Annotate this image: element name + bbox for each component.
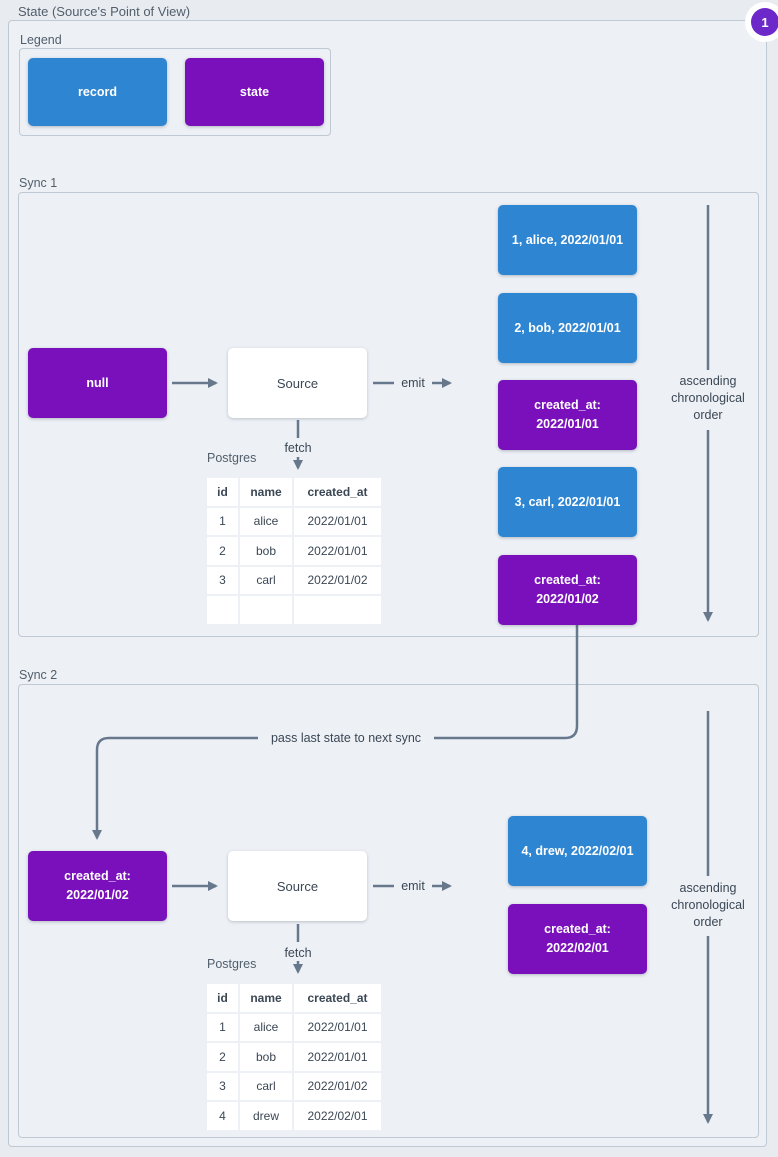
table-cell: 2022/01/01 (294, 1043, 381, 1071)
emitted-record-box: 3, carl, 2022/01/01 (498, 467, 637, 537)
table-cell: 2 (207, 537, 238, 565)
table-cell (294, 596, 381, 624)
legend-state-swatch: state (185, 58, 324, 126)
step-badge: 1 (745, 2, 778, 42)
table-header-cell: name (240, 984, 292, 1012)
emitted-state-box: created_at: 2022/01/01 (498, 380, 637, 450)
sync2-postgres-table: id name created_at 1 alice 2022/01/01 2 … (207, 984, 381, 1130)
pass-state-label: pass last state to next sync (270, 731, 422, 745)
table-cell: alice (240, 507, 292, 535)
table-cell: 1 (207, 507, 238, 535)
table-cell: 1 (207, 1013, 238, 1041)
sync2-postgres-label: Postgres (207, 957, 257, 971)
sync1-postgres-table: id name created_at 1 alice 2022/01/01 2 … (207, 478, 381, 624)
legend-record-swatch: record (28, 58, 167, 126)
table-cell: 4 (207, 1102, 238, 1130)
sync2-initial-state-box: created_at: 2022/01/02 (28, 851, 167, 921)
table-cell (240, 596, 292, 624)
legend-label: Legend (20, 33, 62, 47)
emitted-record-box: 4, drew, 2022/02/01 (508, 816, 647, 886)
table-cell: carl (240, 566, 292, 594)
page-title: State (Source's Point of View) (18, 4, 191, 19)
sync2-source-box: Source (228, 851, 367, 921)
table-cell: 2022/01/01 (294, 537, 381, 565)
table-cell: 2022/01/01 (294, 507, 381, 535)
sync1-source-box: Source (228, 348, 367, 418)
table-cell: drew (240, 1102, 292, 1130)
table-cell: 2022/01/02 (294, 1072, 381, 1100)
table-header-cell: created_at (294, 478, 381, 506)
table-cell: bob (240, 537, 292, 565)
legend-frame (19, 48, 331, 136)
table-cell: 2 (207, 1043, 238, 1071)
table-header-cell: name (240, 478, 292, 506)
emitted-record-box: 1, alice, 2022/01/01 (498, 205, 637, 275)
emitted-record-box: 2, bob, 2022/01/01 (498, 293, 637, 363)
sync2-emit-label: emit (401, 879, 425, 893)
emitted-state-box: created_at: 2022/02/01 (508, 904, 647, 974)
sync1-ascending-order-label: ascending chronological order (671, 374, 745, 422)
table-cell: bob (240, 1043, 292, 1071)
sync1-initial-state-box: null (28, 348, 167, 418)
table-header-cell: id (207, 984, 238, 1012)
table-cell (207, 596, 238, 624)
table-cell: carl (240, 1072, 292, 1100)
table-cell: 3 (207, 566, 238, 594)
table-cell: 2022/02/01 (294, 1102, 381, 1130)
sync2-label: Sync 2 (19, 668, 58, 682)
table-header-cell: created_at (294, 984, 381, 1012)
table-cell: alice (240, 1013, 292, 1041)
sync1-label: Sync 1 (19, 176, 58, 190)
sync1-postgres-label: Postgres (207, 451, 257, 465)
table-cell: 2022/01/01 (294, 1013, 381, 1041)
table-header-cell: id (207, 478, 238, 506)
sync1-fetch-label: fetch (284, 441, 312, 455)
sync2-ascending-order-label: ascending chronological order (671, 881, 745, 929)
table-cell: 2022/01/02 (294, 566, 381, 594)
emitted-state-box: created_at: 2022/01/02 (498, 555, 637, 625)
sync2-fetch-label: fetch (284, 946, 312, 960)
sync1-emit-label: emit (401, 376, 425, 390)
table-cell: 3 (207, 1072, 238, 1100)
step-badge-number: 1 (751, 8, 778, 36)
